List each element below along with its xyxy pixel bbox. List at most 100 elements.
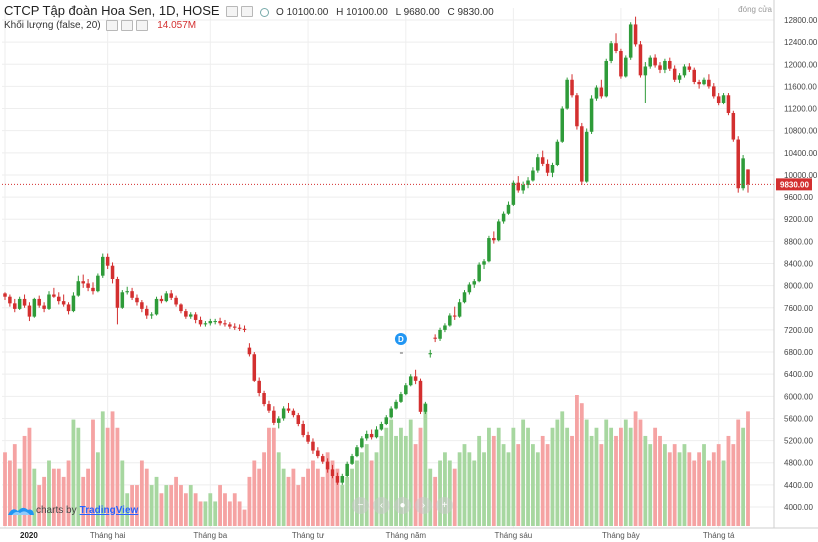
candle-body bbox=[472, 281, 477, 285]
candle-body bbox=[164, 293, 169, 302]
candle-body bbox=[27, 305, 32, 317]
legend-settings-icon[interactable] bbox=[225, 6, 238, 18]
candle-body bbox=[320, 456, 325, 462]
volume-bar bbox=[491, 435, 496, 526]
watermark-brand[interactable]: TradingView bbox=[79, 504, 139, 516]
candle bbox=[741, 155, 745, 191]
volume-bar bbox=[223, 493, 227, 526]
legend-hide-icon[interactable] bbox=[240, 6, 253, 18]
candle bbox=[428, 349, 433, 358]
candle-body bbox=[682, 66, 687, 76]
candle bbox=[325, 458, 330, 473]
x-tick-label: Tháng tư bbox=[292, 531, 325, 540]
volume-bar bbox=[47, 460, 51, 526]
volume-bar bbox=[384, 427, 389, 526]
volume-settings-icon[interactable] bbox=[106, 20, 119, 31]
volume-bar bbox=[560, 411, 565, 526]
candle bbox=[692, 67, 696, 85]
tradingview-watermark[interactable]: charts by TradingView bbox=[6, 502, 138, 518]
y-tick-label: 4800.00 bbox=[784, 459, 813, 468]
candle-body bbox=[482, 261, 486, 265]
volume-hide-icon[interactable] bbox=[121, 20, 134, 31]
candle bbox=[311, 438, 315, 454]
y-tick-label: 4400.00 bbox=[784, 481, 813, 490]
volume-bar bbox=[379, 435, 384, 526]
volume-bar bbox=[12, 444, 17, 526]
candle-body bbox=[423, 404, 428, 412]
candle bbox=[599, 79, 604, 99]
candle bbox=[604, 58, 609, 98]
candle-body bbox=[638, 44, 643, 76]
x-tick-label: Tháng sáu bbox=[494, 531, 532, 540]
candle-body bbox=[272, 410, 276, 423]
candle-body bbox=[8, 296, 12, 304]
volume-bar bbox=[27, 427, 32, 526]
candle bbox=[384, 415, 389, 426]
volume-bar bbox=[179, 485, 183, 526]
reset-view-icon[interactable]: ● bbox=[394, 497, 411, 514]
candle bbox=[438, 327, 442, 341]
candle-body bbox=[47, 294, 51, 309]
zoom-in-icon[interactable]: + bbox=[436, 497, 453, 514]
volume-bar bbox=[17, 468, 22, 526]
x-tick-label: Tháng hai bbox=[90, 531, 126, 540]
volume-bar bbox=[188, 485, 193, 526]
volume-bar bbox=[91, 419, 95, 526]
scroll-left-icon[interactable]: ‹ bbox=[373, 497, 390, 514]
price-axis[interactable]: 4000.00 4400.00 4800.00 5200.00 5600.00 6000.… bbox=[773, 0, 818, 528]
candle-body bbox=[580, 126, 584, 182]
volume-bar bbox=[731, 444, 736, 526]
candle bbox=[286, 402, 291, 413]
candle bbox=[477, 262, 481, 283]
candle bbox=[736, 136, 740, 193]
candle bbox=[506, 201, 511, 215]
volume-bar bbox=[110, 411, 115, 526]
scroll-right-icon[interactable]: › bbox=[415, 497, 432, 514]
candle-body bbox=[628, 24, 633, 58]
volume-close-icon[interactable] bbox=[136, 20, 149, 31]
candle-body bbox=[13, 303, 17, 309]
symbol-title: CTCP Tập đoàn Hoa Sen, 1D, HOSE bbox=[4, 3, 220, 18]
volume-bar bbox=[115, 427, 120, 526]
candle-body bbox=[516, 182, 521, 191]
volume-value: 14.057M bbox=[157, 20, 197, 32]
candle-body bbox=[648, 57, 652, 67]
volume-bar bbox=[516, 444, 521, 526]
candle-body bbox=[247, 347, 252, 355]
candle bbox=[37, 295, 41, 308]
candle bbox=[355, 445, 359, 458]
candle-body bbox=[570, 79, 574, 96]
volume-bar bbox=[369, 460, 374, 526]
candle bbox=[457, 298, 462, 318]
candle bbox=[203, 321, 208, 327]
candle bbox=[144, 305, 149, 319]
candle-body bbox=[3, 293, 7, 297]
candle-body bbox=[404, 385, 408, 395]
candle-body bbox=[110, 265, 115, 279]
candle-body bbox=[707, 79, 711, 87]
candle-body bbox=[257, 380, 261, 393]
candle-body bbox=[71, 295, 76, 312]
dividend-marker[interactable]: D bbox=[394, 333, 407, 354]
volume-bar bbox=[86, 468, 91, 526]
candle-body bbox=[741, 158, 745, 189]
candle bbox=[452, 306, 457, 320]
volume-bar bbox=[139, 460, 144, 526]
zoom-out-icon[interactable]: − bbox=[352, 497, 369, 514]
candle bbox=[188, 312, 193, 319]
y-tick-label: 5200.00 bbox=[784, 437, 813, 446]
candle-body bbox=[252, 354, 257, 381]
candle-body bbox=[193, 314, 198, 320]
time-axis[interactable]: 2020 Tháng hai Tháng ba Tháng tư Tháng năm Th… bbox=[0, 527, 818, 540]
candle bbox=[731, 110, 736, 142]
candle-body bbox=[115, 278, 120, 308]
volume-bar bbox=[306, 468, 310, 526]
candle bbox=[71, 292, 76, 313]
y-tick-label: 7600.00 bbox=[784, 304, 813, 313]
candle-body bbox=[501, 213, 506, 222]
volume-bar bbox=[42, 476, 47, 526]
candle-body bbox=[125, 291, 129, 293]
volume-bar bbox=[330, 460, 335, 526]
candle-body bbox=[555, 141, 560, 165]
